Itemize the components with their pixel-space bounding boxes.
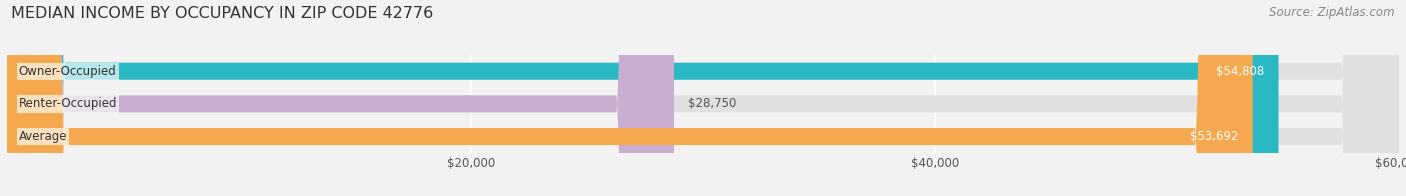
Text: Owner-Occupied: Owner-Occupied [18,65,117,78]
Text: MEDIAN INCOME BY OCCUPANCY IN ZIP CODE 42776: MEDIAN INCOME BY OCCUPANCY IN ZIP CODE 4… [11,6,433,21]
Text: Average: Average [18,130,67,143]
Text: $28,750: $28,750 [688,97,737,110]
FancyBboxPatch shape [7,0,1399,196]
Text: Source: ZipAtlas.com: Source: ZipAtlas.com [1270,6,1395,19]
FancyBboxPatch shape [7,0,1253,196]
Text: $54,808: $54,808 [1216,65,1264,78]
Text: $53,692: $53,692 [1191,130,1239,143]
Text: Renter-Occupied: Renter-Occupied [18,97,117,110]
FancyBboxPatch shape [7,0,1278,196]
FancyBboxPatch shape [7,0,673,196]
FancyBboxPatch shape [7,0,1399,196]
FancyBboxPatch shape [7,0,1399,196]
